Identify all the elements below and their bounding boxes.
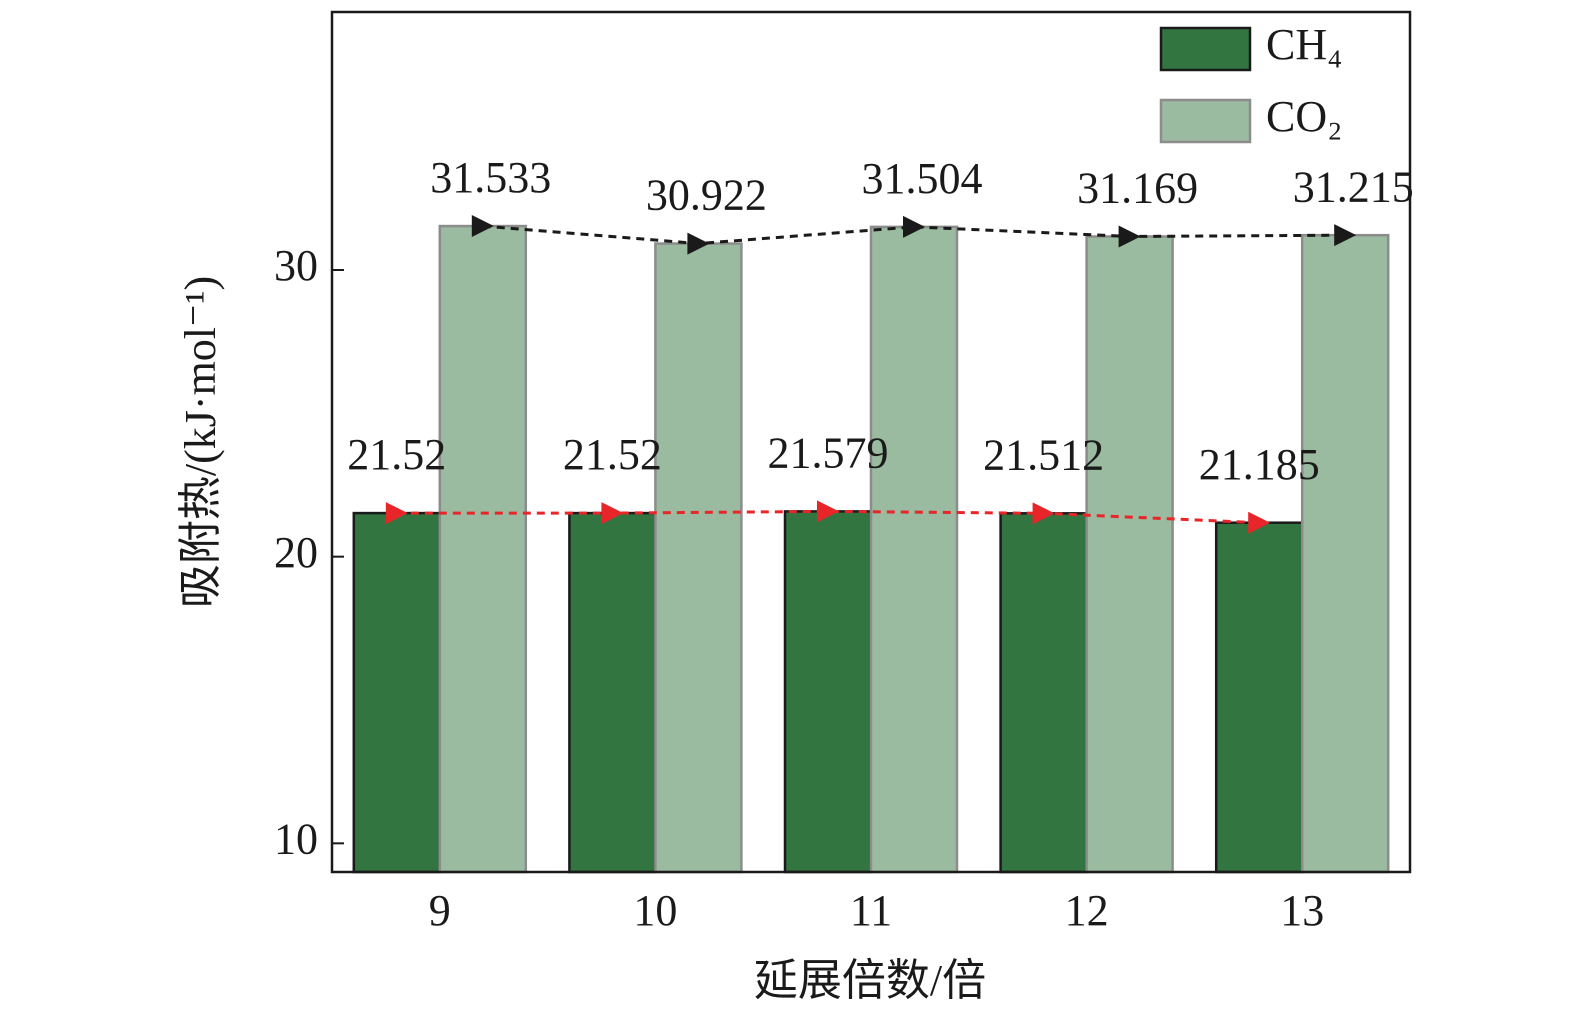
bar — [1300, 233, 1390, 874]
x-tick-label: 11 — [850, 886, 892, 935]
value-label: 30.922 — [646, 171, 767, 220]
x-tick-label: 13 — [1280, 886, 1324, 935]
bar — [869, 225, 959, 874]
value-label: 31.169 — [1077, 164, 1198, 213]
value-label: 31.504 — [862, 154, 983, 203]
value-label: 21.512 — [983, 430, 1104, 479]
value-label: 31.533 — [430, 153, 551, 202]
bar — [438, 224, 528, 874]
trend-marker — [1334, 224, 1357, 247]
x-tick-label: 9 — [429, 886, 451, 935]
legend-label: CO₂ — [1266, 92, 1342, 141]
value-label: 21.185 — [1199, 440, 1320, 489]
legend-swatch — [1159, 26, 1252, 72]
bar — [1085, 235, 1174, 874]
trend-line — [396, 509, 1260, 525]
x-tick-label: 10 — [633, 886, 677, 935]
x-axis-label: 延展倍数/倍 — [754, 956, 986, 1005]
trend-marker — [1032, 502, 1055, 525]
x-tick-label: 12 — [1065, 886, 1109, 935]
y-tick-label: 30 — [274, 241, 318, 290]
bar — [1214, 521, 1304, 874]
legend-label: CH₄ — [1266, 20, 1342, 69]
trend-marker — [471, 215, 494, 238]
y-tick-label: 20 — [274, 528, 318, 577]
trend-marker — [601, 502, 624, 525]
trend-line — [482, 224, 1346, 246]
value-label: 21.52 — [347, 430, 446, 479]
trend-marker — [903, 215, 925, 238]
bar — [783, 510, 873, 874]
bar — [999, 512, 1088, 874]
value-label: 21.579 — [768, 428, 889, 477]
trend-marker — [385, 502, 408, 525]
bar — [654, 242, 743, 874]
y-axis-label: 吸附热/(kJ·mol⁻¹) — [176, 276, 225, 608]
plot-frame — [330, 10, 1412, 874]
y-tick-label: 10 — [274, 814, 318, 863]
trend-marker — [1118, 225, 1141, 248]
legend-swatch — [1159, 98, 1252, 144]
value-label: 31.215 — [1293, 162, 1414, 211]
trend-marker — [1248, 511, 1271, 534]
bar — [352, 511, 442, 874]
value-label: 21.52 — [563, 430, 662, 479]
bar — [568, 511, 657, 874]
trend-marker — [687, 232, 710, 255]
trend-marker — [817, 500, 839, 523]
